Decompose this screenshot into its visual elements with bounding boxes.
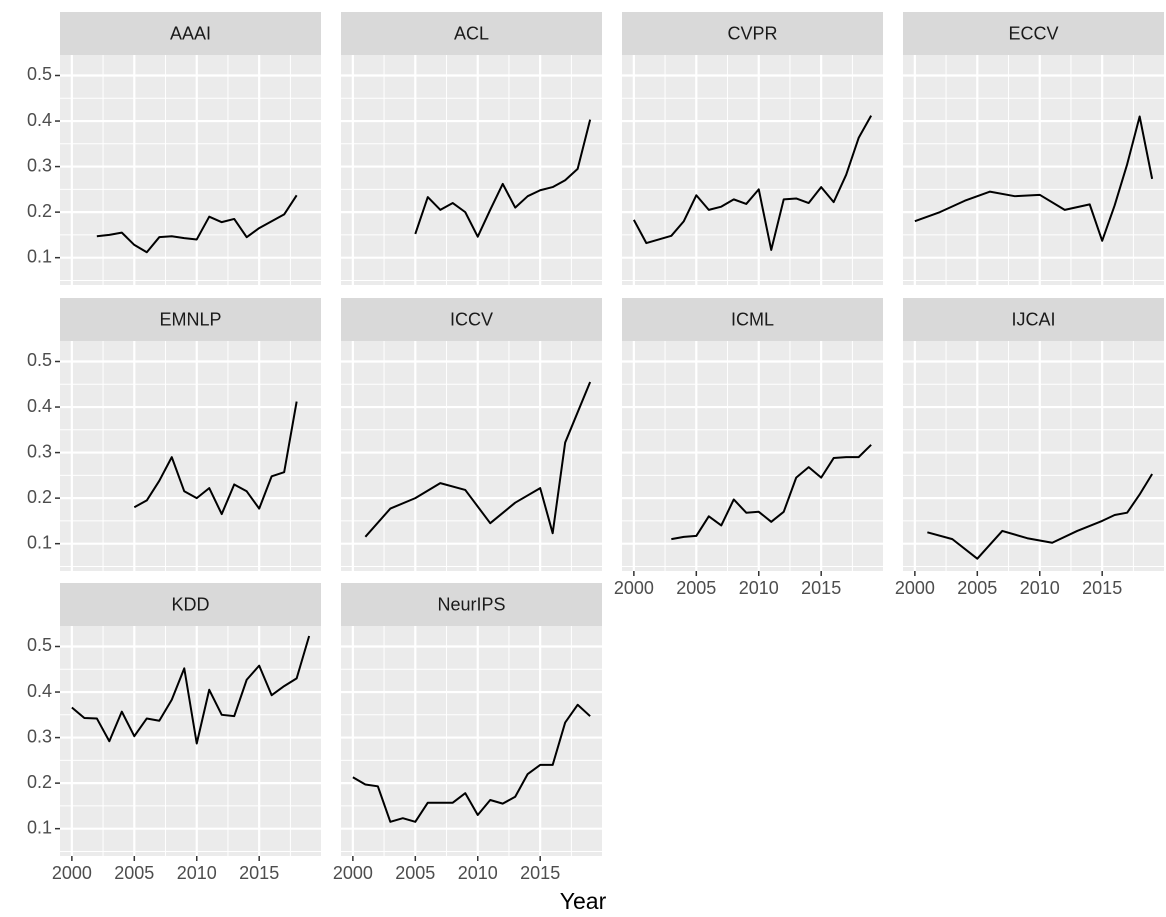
x-tick-label: 2005: [395, 863, 435, 883]
y-tick-label: 0.3: [27, 441, 52, 461]
strip-label: KDD: [171, 594, 209, 614]
strip-label: ECCV: [1008, 23, 1058, 43]
strip: [903, 12, 1164, 55]
line: [364, 381, 592, 538]
line: [927, 473, 1153, 560]
y-tick-label: 0.4: [27, 681, 52, 701]
x-tick-label: 2005: [114, 863, 154, 883]
y-tick-label: 0.4: [27, 110, 52, 130]
y-tick-label: 0.5: [27, 350, 52, 370]
x-tick-label: 2010: [739, 578, 779, 598]
line: [133, 401, 298, 516]
panel: [622, 341, 883, 571]
strip: [60, 583, 321, 626]
x-tick-label: 2000: [333, 863, 373, 883]
y-tick-label: 0.3: [27, 726, 52, 746]
x-tick-label: 2010: [458, 863, 498, 883]
strip: [903, 298, 1164, 341]
strip-label: EMNLP: [159, 309, 221, 329]
panel: [341, 55, 602, 285]
line: [96, 194, 298, 254]
x-tick-label: 2000: [52, 863, 92, 883]
x-tick-label: 2015: [520, 863, 560, 883]
strip: [622, 298, 883, 341]
y-tick-label: 0.5: [27, 635, 52, 655]
strip: [60, 298, 321, 341]
strip-label: ICCV: [450, 309, 493, 329]
line: [414, 119, 592, 238]
y-tick-label: 0.5: [27, 64, 52, 84]
x-tick-label: 2005: [676, 578, 716, 598]
line: [671, 444, 872, 541]
line: [914, 115, 1154, 242]
x-tick-label: 2000: [614, 578, 654, 598]
strip: [622, 12, 883, 55]
y-tick-label: 0.1: [27, 246, 52, 266]
strip-label: AAAI: [170, 23, 211, 43]
panel: [60, 341, 321, 571]
y-tick-label: 0.1: [27, 817, 52, 837]
strip: [341, 298, 602, 341]
panel: [622, 55, 883, 285]
strip: [60, 12, 321, 55]
x-axis-label: Year: [560, 888, 607, 914]
strip-label: NeurIPS: [437, 594, 505, 614]
line: [352, 703, 591, 823]
strip-label: ICML: [731, 309, 774, 329]
x-tick-label: 2015: [801, 578, 841, 598]
line: [632, 115, 873, 251]
x-tick-label: 2015: [239, 863, 279, 883]
x-tick-label: 2010: [177, 863, 217, 883]
y-tick-label: 0.4: [27, 396, 52, 416]
x-tick-label: 2000: [895, 578, 935, 598]
strip-label: IJCAI: [1011, 309, 1055, 329]
strip: [341, 583, 602, 626]
y-tick-label: 0.1: [27, 532, 52, 552]
y-tick-label: 0.2: [27, 201, 52, 221]
panel: [60, 626, 321, 856]
x-tick-label: 2005: [957, 578, 997, 598]
y-tick-label: 0.2: [27, 772, 52, 792]
x-tick-label: 2010: [1020, 578, 1060, 598]
strip-label: CVPR: [727, 23, 777, 43]
y-tick-label: 0.3: [27, 155, 52, 175]
strip-label: ACL: [454, 23, 489, 43]
y-tick-label: 0.2: [27, 487, 52, 507]
x-tick-label: 2015: [1082, 578, 1122, 598]
panel: [60, 55, 321, 285]
line: [71, 635, 311, 745]
panel: [341, 626, 602, 856]
strip: [341, 12, 602, 55]
